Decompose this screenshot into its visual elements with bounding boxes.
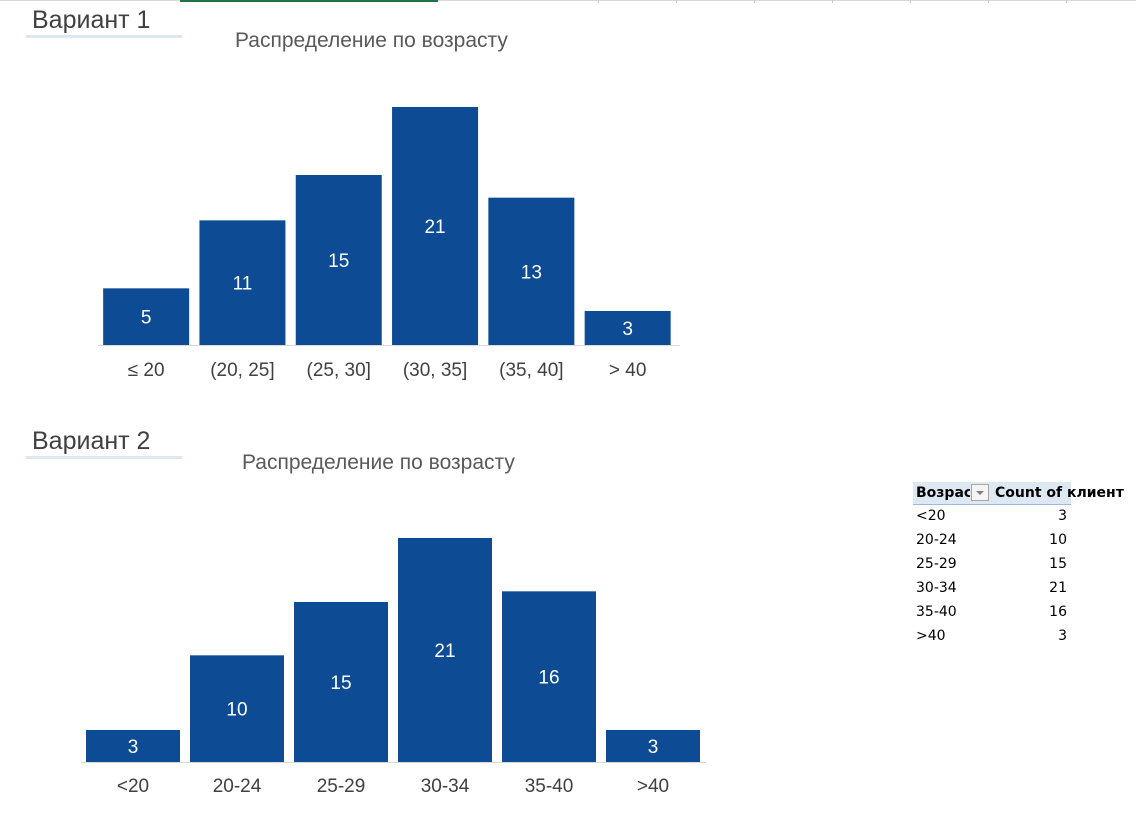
pivot-row-label: 20-24	[916, 532, 957, 548]
pivot-row-label: 30-34	[916, 580, 957, 596]
pivot-row-label: 35-40	[916, 604, 957, 620]
data-label: 3	[622, 319, 633, 340]
bar-30-34[interactable]	[398, 538, 492, 762]
column-divider	[754, 0, 755, 3]
bar-(35, 40][interactable]	[488, 197, 575, 345]
chart-2-title: Распределение по возрасту	[242, 451, 515, 474]
x-tick-label: > 40	[609, 360, 647, 381]
variant-1-heading: Вариант 1	[26, 5, 182, 38]
bar-<20[interactable]	[86, 730, 180, 762]
column-divider	[1066, 0, 1067, 3]
bar-25-29[interactable]	[294, 602, 388, 762]
data-label: 3	[648, 737, 659, 758]
pivot-value-field-header: Count of клиент	[995, 485, 1124, 501]
chart-1-title: Распределение по возрасту	[235, 29, 508, 52]
pivot-row[interactable]: <20 3	[913, 505, 1071, 529]
data-label: 15	[328, 251, 349, 272]
selected-column-indicator	[180, 0, 438, 2]
data-label: 3	[128, 737, 139, 758]
variant-2-heading: Вариант 2	[26, 426, 182, 459]
x-tick-label: (25, 30]	[307, 360, 371, 381]
bar-chart-2[interactable]: 3 <20 10 20-24 15 25-29 21 30-34 16 35-40 3 >40	[0, 400, 1136, 820]
pivot-row-count: 15	[1049, 556, 1067, 572]
x-tick-label: 20-24	[213, 776, 262, 797]
x-tick-label: 30-34	[421, 776, 470, 797]
x-tick-label: 35-40	[525, 776, 574, 797]
x-tick-label: (20, 25]	[210, 360, 274, 381]
pivot-row-count: 10	[1049, 532, 1067, 548]
x-tick-label: >40	[637, 776, 669, 797]
data-label: 11	[233, 274, 253, 295]
bar-chart-1[interactable]: 5 ≤ 20 11 (20, 25] 15 (25, 30] 21 (30, 35] 13 (35…	[0, 0, 1136, 400]
column-divider	[832, 0, 833, 3]
x-tick-label: 25-29	[317, 776, 366, 797]
pivot-row-label: <20	[916, 508, 946, 524]
pivot-row[interactable]: >40 3	[913, 625, 1071, 649]
column-divider	[988, 0, 989, 3]
column-divider	[676, 0, 677, 3]
x-tick-label: ≤ 20	[128, 360, 165, 381]
data-label: 5	[141, 308, 152, 329]
bar-(30, 35][interactable]	[392, 107, 479, 345]
column-divider	[910, 0, 911, 3]
pivot-row-count: 3	[1058, 508, 1067, 524]
pivot-row-label: >40	[916, 628, 946, 644]
bar-35-40[interactable]	[502, 591, 596, 762]
data-label: 21	[434, 641, 455, 662]
pivot-row[interactable]: 35-40 16	[913, 601, 1071, 625]
pivot-row-label: 25-29	[916, 556, 957, 572]
pivot-row[interactable]: 30-34 21	[913, 577, 1071, 601]
pivot-row-count: 16	[1049, 604, 1067, 620]
data-label: 15	[330, 673, 351, 694]
filter-dropdown-icon[interactable]	[971, 484, 989, 501]
pivot-header-row: Возрас Count of клиент	[913, 482, 1124, 505]
data-label: 21	[424, 217, 445, 238]
x-tick-label: (30, 35]	[403, 360, 467, 381]
bar-> 40[interactable]	[584, 311, 671, 345]
sheet-top-border	[0, 0, 1136, 1]
pivot-row[interactable]: 25-29 15	[913, 553, 1071, 577]
x-tick-label: <20	[117, 776, 149, 797]
data-label: 16	[538, 668, 559, 689]
pivot-row-field-header: Возрас	[916, 485, 970, 501]
bar-(25, 30][interactable]	[295, 175, 382, 345]
x-tick-label: (35, 40]	[499, 360, 563, 381]
pivot-row-count: 21	[1049, 580, 1067, 596]
pivot-table[interactable]: Возрас Count of клиент <20 3 20-24 10 25…	[913, 482, 1124, 649]
bar-(20, 25][interactable]	[199, 220, 286, 345]
data-label: 10	[226, 700, 247, 721]
pivot-row[interactable]: 20-24 10	[913, 529, 1071, 553]
bar->40[interactable]	[606, 730, 700, 762]
bar-≤ 20[interactable]	[103, 288, 190, 345]
column-divider	[598, 0, 599, 3]
data-label: 13	[521, 262, 542, 283]
bar-20-24[interactable]	[190, 655, 284, 762]
pivot-row-count: 3	[1058, 628, 1067, 644]
